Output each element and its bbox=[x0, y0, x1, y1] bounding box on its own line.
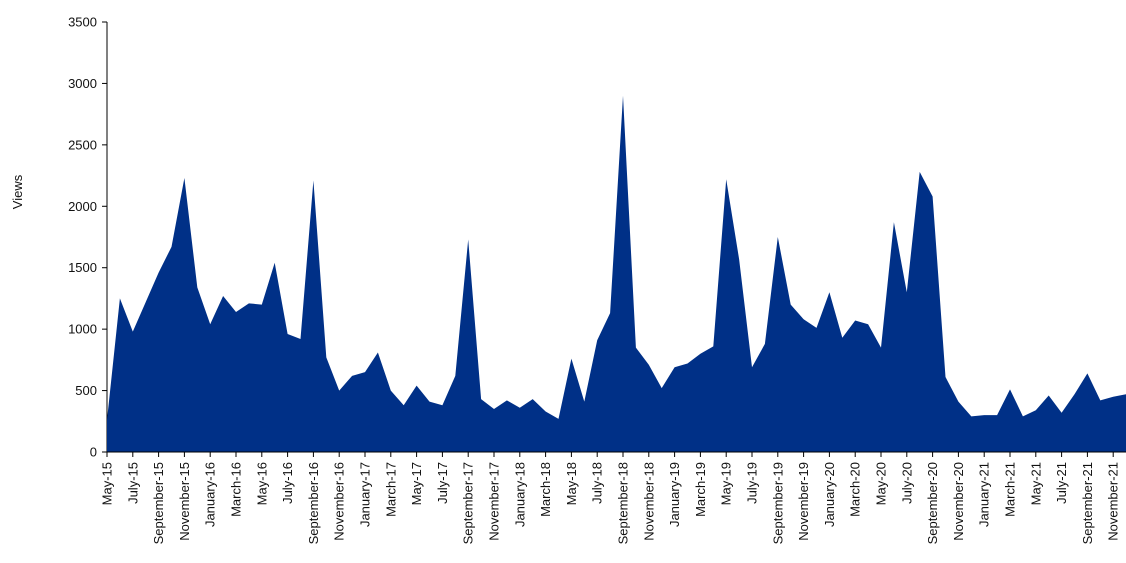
y-tick-label: 1000 bbox=[68, 322, 97, 337]
y-axis-label: Views bbox=[10, 174, 25, 209]
x-tick-label: March-19 bbox=[693, 462, 708, 517]
x-tick-label: November-17 bbox=[487, 462, 502, 541]
x-tick-label: September-17 bbox=[461, 462, 476, 544]
x-tick-label: January-19 bbox=[667, 462, 682, 527]
x-tick-label: January-20 bbox=[822, 462, 837, 527]
x-tick-label: July-16 bbox=[280, 462, 295, 504]
x-tick-label: July-17 bbox=[435, 462, 450, 504]
y-tick-label: 3500 bbox=[68, 15, 97, 30]
x-tick-label: January-16 bbox=[203, 462, 218, 527]
y-tick-label: 2000 bbox=[68, 199, 97, 214]
x-tick-label: May-15 bbox=[100, 462, 115, 505]
x-tick-label: November-21 bbox=[1106, 462, 1121, 541]
x-tick-label: March-18 bbox=[538, 462, 553, 517]
x-tick-label: September-19 bbox=[770, 462, 785, 544]
x-tick-label: May-16 bbox=[254, 462, 269, 505]
x-tick-label: July-21 bbox=[1054, 462, 1069, 504]
x-tick-label: May-20 bbox=[874, 462, 889, 505]
x-tick-label: May-17 bbox=[409, 462, 424, 505]
x-tick-label: March-16 bbox=[229, 462, 244, 517]
x-tick-label: January-18 bbox=[512, 462, 527, 527]
x-tick-label: March-20 bbox=[848, 462, 863, 517]
area-series bbox=[107, 96, 1126, 452]
x-tick-label: May-21 bbox=[1028, 462, 1043, 505]
x-axis: May-15 July-15 September-15 November-15 Janu… bbox=[100, 452, 1126, 544]
x-tick-label: September-18 bbox=[616, 462, 631, 544]
y-tick-label: 0 bbox=[90, 445, 97, 460]
x-tick-label: September-21 bbox=[1080, 462, 1095, 544]
x-tick-label: November-18 bbox=[641, 462, 656, 541]
x-tick-label: July-18 bbox=[590, 462, 605, 504]
x-tick-label: January-17 bbox=[358, 462, 373, 527]
x-tick-label: March-17 bbox=[383, 462, 398, 517]
x-tick-label: July-20 bbox=[899, 462, 914, 504]
x-tick-label: September-16 bbox=[306, 462, 321, 544]
y-axis: 0 500 1000 1500 2000 2500 3000 3500 bbox=[68, 15, 107, 460]
x-tick-label: September-15 bbox=[151, 462, 166, 544]
y-tick-label: 1500 bbox=[68, 260, 97, 275]
area-fill bbox=[107, 96, 1126, 452]
x-tick-label: May-19 bbox=[719, 462, 734, 505]
x-tick-label: March-21 bbox=[1003, 462, 1018, 517]
x-tick-label: November-15 bbox=[177, 462, 192, 541]
y-tick-label: 2500 bbox=[68, 137, 97, 152]
x-tick-label: November-16 bbox=[332, 462, 347, 541]
x-tick-label: November-20 bbox=[951, 462, 966, 541]
y-tick-label: 3000 bbox=[68, 76, 97, 91]
x-tick-label: September-20 bbox=[925, 462, 940, 544]
x-tick-label: July-15 bbox=[125, 462, 140, 504]
x-tick-label: November-19 bbox=[796, 462, 811, 541]
x-tick-label: July-19 bbox=[745, 462, 760, 504]
y-tick-label: 500 bbox=[75, 383, 97, 398]
x-tick-label: January-21 bbox=[977, 462, 992, 527]
x-tick-label: May-18 bbox=[564, 462, 579, 505]
